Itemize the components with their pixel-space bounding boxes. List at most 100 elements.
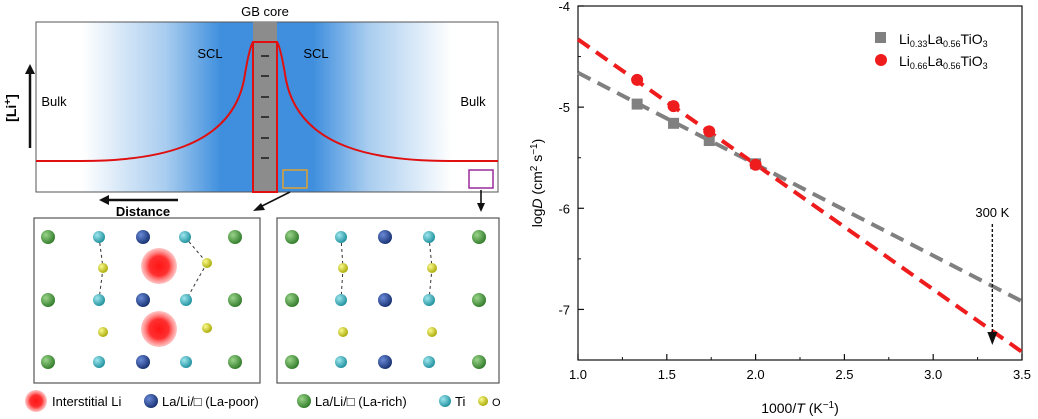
bulk-o-atom — [427, 263, 437, 273]
interstitial-li-atom — [141, 248, 177, 284]
fit-line-series-0 — [577, 70, 1023, 304]
scl-left-label: SCL — [197, 46, 222, 61]
bulk-ti-atom — [335, 294, 347, 306]
gb-core-charges — [261, 55, 269, 159]
bulk-la-rich-atom — [285, 293, 299, 307]
bulk-la-poor-atom — [378, 355, 392, 369]
li-profile-left — [36, 41, 254, 162]
gb-la-rich-atom — [41, 230, 55, 244]
gb-la-rich-atom — [228, 355, 242, 369]
gb-core-label: GB core — [241, 4, 289, 19]
li-axis-arrow-icon — [25, 64, 35, 74]
bulk-la-rich-atom — [472, 230, 486, 244]
gb-region-box — [282, 169, 308, 189]
bulk-ti-atom — [335, 356, 347, 368]
legend-o-label: O — [492, 397, 501, 409]
lattice-bulk-panel — [276, 217, 500, 384]
gb-o-atom — [202, 323, 212, 333]
legend-la-rich-label: La/Li/□ (La-rich) — [315, 394, 407, 409]
lattice-bulk-frame — [276, 217, 500, 384]
data-point-series-1 — [631, 73, 644, 86]
bulk-ti-atom — [423, 356, 435, 368]
interstitial-li-atom — [141, 311, 177, 347]
legend-la-poor-label: La/Li/□ (La-poor) — [162, 394, 259, 409]
gb-la-rich-atom — [41, 355, 55, 369]
x-tick-label: 2.5 — [835, 367, 853, 382]
bulk-ti-atom — [423, 231, 435, 243]
bulk-o-atom — [427, 327, 437, 337]
data-point-series-0 — [668, 117, 680, 129]
bulk-la-rich-atom — [285, 230, 299, 244]
legend-li033-label: Li0.33La0.56TiO3 — [899, 31, 988, 49]
lattice-gb-frame — [33, 217, 261, 384]
x-axis-label: 1000/T (K−1) — [761, 400, 839, 416]
gb-la-rich-atom — [228, 293, 242, 307]
atom-legend: Interstitial Li La/Li/□ (La-poor) La/Li/… — [25, 390, 501, 412]
bulk-region-box — [468, 169, 494, 189]
y-tick-label: -6 — [558, 201, 570, 216]
gb-ti-atom — [180, 356, 192, 368]
annotation-300k: 300 K — [975, 205, 1009, 220]
gb-o-atom — [98, 263, 108, 273]
gb-o-atom — [202, 258, 212, 268]
x-tick-label: 1.5 — [658, 367, 676, 382]
legend-la-poor-icon — [144, 394, 158, 408]
gb-connector-line — [261, 191, 291, 207]
y-tick-label: -7 — [558, 302, 570, 317]
data-point-series-1 — [703, 125, 716, 138]
gb-connector-arrow-icon — [253, 203, 265, 211]
gb-ti-atom — [93, 231, 105, 243]
bulk-la-rich-atom — [472, 293, 486, 307]
x-tick-label: 1.0 — [569, 367, 587, 382]
gb-core-outline — [252, 41, 278, 193]
gb-ti-atom — [93, 294, 105, 306]
lattice-gb-panel — [33, 217, 261, 384]
data-point-series-1 — [667, 100, 680, 113]
bulk-ti-atom — [423, 294, 435, 306]
gb-schematic: GB core SCL SCL Bulk Bulk [Li+] Distance — [3, 4, 499, 219]
bulk-ti-atom — [335, 231, 347, 243]
gb-ti-atom — [180, 294, 192, 306]
gb-ti-atom — [179, 231, 191, 243]
legend-la-rich-icon — [297, 394, 311, 408]
scl-right-label: SCL — [303, 46, 328, 61]
data-point-series-1 — [749, 158, 762, 171]
gb-la-rich-atom — [41, 293, 55, 307]
fit-line-series-1 — [576, 37, 1024, 354]
x-tick-label: 3.0 — [924, 367, 942, 382]
lattice-bulk-bonds — [340, 236, 433, 301]
gb-o-atom — [98, 327, 108, 337]
legend-ti-label: Ti — [455, 394, 465, 409]
bulk-o-atom — [338, 263, 348, 273]
li-profile-right — [276, 41, 498, 162]
gb-la-poor-atom — [136, 355, 150, 369]
gb-la-rich-atom — [228, 230, 242, 244]
bulk-la-poor-atom — [378, 293, 392, 307]
gb-core-bar — [253, 22, 277, 192]
bulk-la-poor-atom — [378, 230, 392, 244]
axis-ticks: 1.0 1.5 2.0 2.5 3.0 3.5 -4 -5 -6 -7 — [558, 0, 1031, 382]
bulk-right-label: Bulk — [460, 94, 486, 109]
y-axis-label: logD (cm2 s−1) — [529, 139, 545, 228]
annotation-arrow-icon — [987, 332, 998, 345]
legend-li066-label: Li0.66La0.56TiO3 — [899, 53, 988, 71]
y-tick-label: -5 — [558, 100, 570, 115]
gb-ti-atom — [93, 356, 105, 368]
chart-legend: Li0.33La0.56TiO3 Li0.66La0.56TiO3 — [875, 31, 988, 71]
bulk-la-rich-atom — [472, 355, 486, 369]
y-tick-label: -4 — [558, 0, 570, 14]
x-tick-label: 3.5 — [1013, 367, 1031, 382]
legend-interstitial-label: Interstitial Li — [52, 394, 121, 409]
gb-la-poor-atom — [136, 230, 150, 244]
legend-interstitial-icon — [25, 390, 47, 412]
li-axis-label: [Li+] — [3, 94, 19, 122]
bulk-la-rich-atom — [285, 355, 299, 369]
fit-lines — [576, 37, 1024, 354]
bulk-connector-arrow-icon — [477, 203, 485, 212]
bulk-o-atom — [338, 327, 348, 337]
data-point-series-0 — [703, 135, 715, 147]
x-tick-label: 2.0 — [747, 367, 765, 382]
logd-chart: 1.0 1.5 2.0 2.5 3.0 3.5 -4 -5 -6 -7 300 K Li0.33L… — [529, 0, 1031, 416]
data-point-series-0 — [631, 98, 643, 110]
